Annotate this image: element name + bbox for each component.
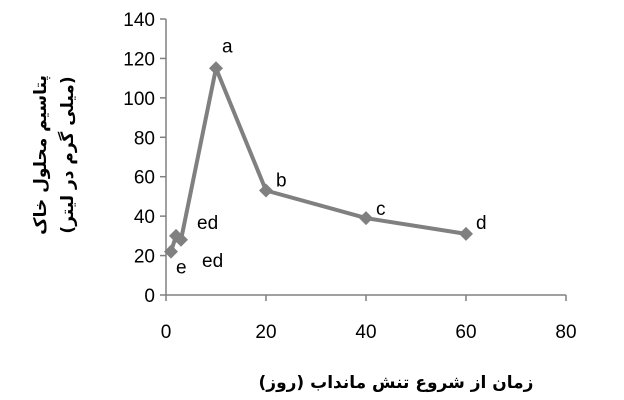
data-point-marker (164, 244, 178, 259)
data-point-label: b (276, 171, 287, 192)
y-tick-label: 40 (134, 207, 155, 228)
x-tick-label: 80 (555, 322, 576, 343)
data-point-label: a (222, 36, 233, 57)
y-tick-label: 140 (123, 10, 155, 31)
y-tick-label: 60 (134, 168, 155, 189)
data-point-marker (259, 183, 273, 198)
data-markers (164, 61, 473, 259)
y-tick-label: 0 (144, 286, 155, 307)
data-point-label: ed (197, 213, 218, 234)
data-point-marker (174, 232, 188, 247)
y-tick-label: 20 (134, 247, 155, 268)
axes: 0 20 40 60 80 100 120 140 0 20 40 60 80 (123, 10, 576, 343)
data-point-marker (359, 211, 373, 226)
data-point-marker (459, 226, 473, 241)
x-tick-label: 60 (455, 322, 476, 343)
data-point-label: e (176, 258, 187, 279)
y-tick-label: 100 (123, 89, 155, 110)
x-tick-label: 0 (161, 322, 172, 343)
data-point-label: c (376, 199, 386, 220)
x-axis-title: زمان از شروع تنش مانداب (روز) (259, 373, 534, 393)
y-axis-title-line-2: (میلی گرم در لیتر) (57, 76, 78, 233)
data-point-label: d (476, 213, 487, 234)
y-axis-title: پتاسیم محلول خاک (میلی گرم در لیتر) (31, 75, 78, 235)
x-tick-label: 40 (355, 322, 376, 343)
data-point-label: ed (202, 251, 223, 272)
x-tick-label: 20 (255, 322, 276, 343)
y-axis-title-line-1: پتاسیم محلول خاک (31, 75, 51, 235)
y-tick-label: 120 (123, 49, 155, 70)
data-point-marker (209, 61, 223, 76)
y-tick-label: 80 (134, 128, 155, 149)
